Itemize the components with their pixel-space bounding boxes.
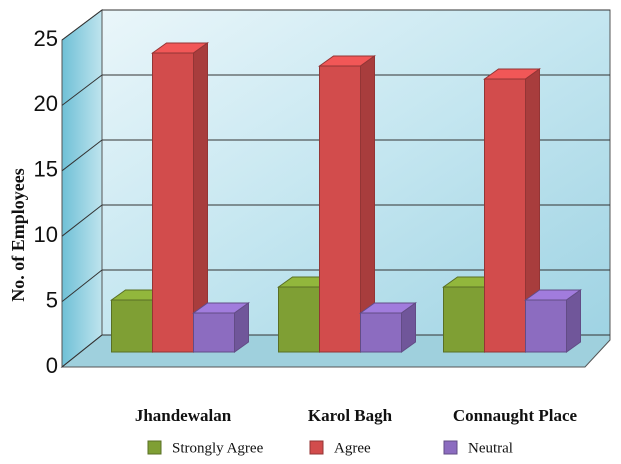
grid-line — [61, 334, 103, 368]
legend-swatch — [147, 440, 162, 455]
y-tick-label: 0 — [46, 353, 58, 378]
legend-swatch — [309, 440, 324, 455]
grid-line — [61, 74, 103, 106]
bar — [484, 78, 526, 353]
side-wall — [61, 9, 103, 369]
grid-line — [61, 269, 103, 302]
x-tick-label: Jhandewalan — [135, 406, 232, 425]
bar-side — [234, 302, 249, 353]
x-tick-label: Karol Bagh — [308, 406, 393, 425]
grid-line — [61, 204, 103, 237]
bar — [525, 299, 567, 353]
grid-line — [61, 9, 103, 41]
bar — [278, 286, 320, 353]
bar — [443, 286, 485, 353]
legend-label: Strongly Agree — [172, 440, 264, 456]
y-axis-label: No. of Employees — [8, 168, 28, 302]
bar — [360, 312, 402, 353]
y-tick-label: 25 — [34, 26, 58, 51]
bar — [152, 52, 194, 353]
bar — [319, 65, 361, 353]
legend-swatch — [443, 440, 458, 455]
bar-side — [566, 289, 581, 353]
legend-label: Neutral — [468, 440, 513, 456]
y-tick-label: 5 — [46, 287, 58, 312]
bar — [193, 312, 235, 353]
bar — [111, 299, 153, 353]
x-tick-label: Connaught Place — [453, 406, 578, 425]
y-tick-label: 10 — [34, 222, 58, 247]
y-tick-label: 15 — [34, 157, 58, 182]
y-tick-label: 20 — [34, 91, 58, 116]
grid-line — [61, 139, 103, 172]
bar-side — [401, 302, 416, 353]
legend-label: Agree — [334, 440, 371, 456]
